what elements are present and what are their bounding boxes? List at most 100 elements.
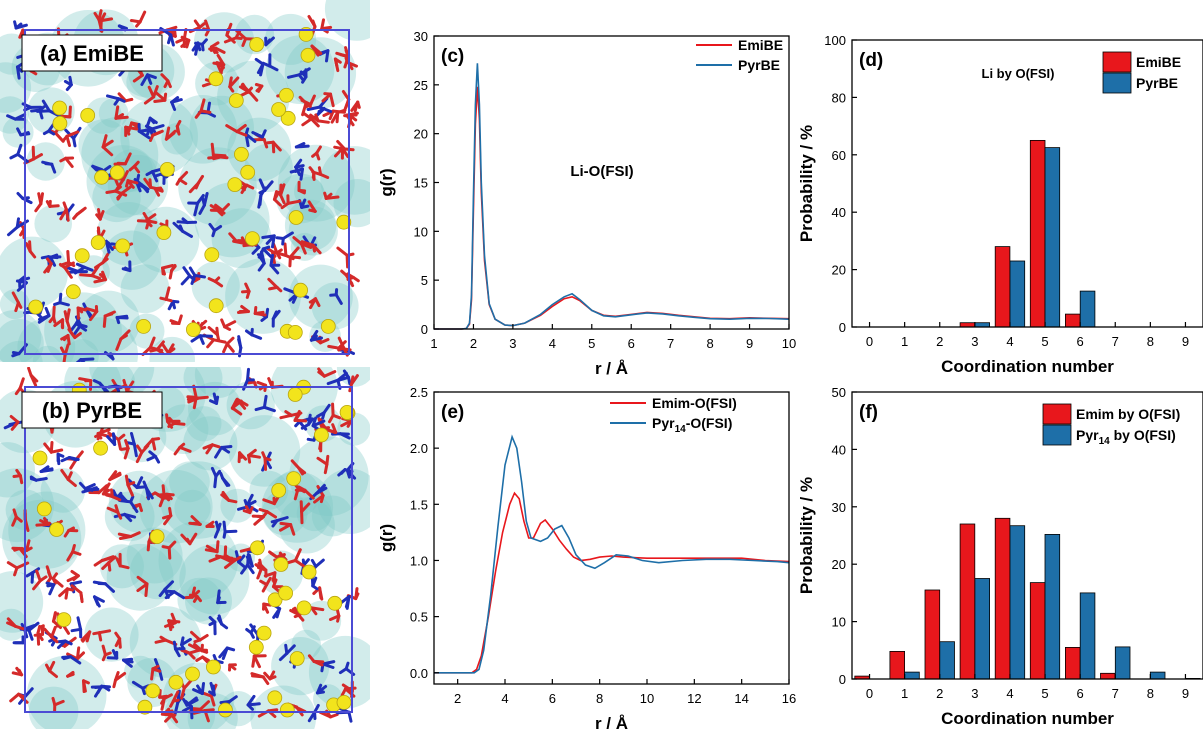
- bond: [15, 468, 22, 478]
- x-tick-label: 8: [1147, 686, 1154, 701]
- bond: [128, 164, 136, 172]
- bond: [307, 200, 317, 213]
- cation-molecule: [70, 616, 83, 639]
- bond: [135, 20, 142, 28]
- bond: [58, 587, 69, 598]
- cation-molecule: [190, 334, 213, 345]
- bond: [316, 119, 330, 124]
- anion-molecule: [298, 95, 312, 117]
- cation-molecule: [6, 113, 27, 121]
- bond: [60, 456, 71, 463]
- cation-molecule: [246, 694, 261, 711]
- bond: [75, 206, 87, 216]
- anion-molecule: [308, 166, 316, 181]
- bond: [80, 630, 92, 642]
- anion-molecule: [228, 663, 237, 672]
- x-tick-label: 6: [549, 691, 556, 706]
- x-tick-label: 2: [470, 336, 477, 351]
- anion-molecule: [251, 654, 267, 669]
- anion-molecule: [311, 145, 322, 161]
- anion-molecule: [350, 100, 361, 113]
- cation-molecule: [251, 129, 267, 139]
- bond: [154, 91, 167, 102]
- anion-molecule: [62, 130, 80, 147]
- bond: [311, 243, 322, 255]
- bond: [70, 584, 83, 595]
- bond: [135, 181, 142, 193]
- bond: [260, 129, 267, 139]
- bond: [114, 504, 120, 514]
- bond: [146, 540, 151, 552]
- bond: [210, 142, 215, 157]
- lithium-ion: [159, 161, 175, 177]
- anion-molecule: [195, 655, 210, 664]
- chart-panel-d: 0 20 40 60 80 100 0 1 2 3 4 5 6 7 8 9 Coordination numbe…: [797, 33, 1203, 376]
- anion-molecule: [297, 180, 307, 195]
- bond: [194, 109, 203, 119]
- bond: [334, 293, 343, 305]
- bond: [315, 151, 321, 161]
- bond: [144, 219, 158, 224]
- bond: [135, 476, 144, 489]
- bar-d-s1-5: [1044, 147, 1061, 328]
- panel-label-e: (e): [441, 402, 464, 423]
- lithium-ion: [271, 102, 287, 117]
- bond: [100, 557, 111, 562]
- bond: [323, 92, 332, 96]
- bond: [196, 684, 204, 695]
- bond: [241, 82, 250, 94]
- bond: [261, 247, 273, 258]
- cyan-surface-blob: [84, 607, 139, 662]
- bond: [29, 373, 38, 387]
- y-tick-label: 40: [832, 205, 846, 220]
- lithium-ion: [204, 247, 220, 263]
- bar-f-s0-3: [959, 523, 976, 680]
- bond: [63, 261, 75, 270]
- lithium-ion: [240, 164, 256, 180]
- lithium-ion: [278, 87, 294, 103]
- bond: [132, 73, 144, 83]
- lithium-ion: [227, 177, 243, 193]
- bond: [245, 183, 255, 190]
- bond: [36, 631, 41, 646]
- anion-molecule: [164, 126, 177, 141]
- x-tick-label: 3: [971, 334, 978, 349]
- bond: [170, 100, 177, 111]
- bond: [151, 130, 162, 137]
- panel-label-f: (f): [859, 402, 878, 423]
- bond: [161, 545, 171, 550]
- bond: [311, 416, 318, 428]
- cation-molecule: [294, 158, 305, 177]
- bond: [201, 197, 206, 207]
- bond: [172, 221, 184, 233]
- anion-molecule: [310, 44, 323, 57]
- bond: [319, 494, 325, 504]
- lithium-ion: [287, 324, 303, 340]
- bond: [76, 616, 83, 631]
- bond: [114, 115, 129, 120]
- bond: [66, 250, 71, 265]
- anion-molecule: [150, 664, 162, 681]
- bond: [301, 101, 308, 117]
- bond: [228, 232, 238, 243]
- chart-panel-c: 0 5 10 15 20 25 30 1 2 3 4 5 6 7 8 9 10 r / Å g(r) (c) Li-O(…: [377, 29, 796, 378]
- cyan-surface-blob: [317, 468, 370, 534]
- bar-f-s0-4: [994, 517, 1011, 680]
- cation-molecule: [75, 357, 95, 362]
- cyan-surface-blob: [249, 470, 289, 510]
- lithium-ion: [28, 299, 44, 315]
- bond: [163, 587, 170, 599]
- bond: [129, 500, 139, 513]
- lithium-ion: [208, 298, 224, 314]
- x-tick-label: 7: [1112, 686, 1119, 701]
- cation-molecule: [254, 394, 276, 413]
- bond: [199, 700, 210, 711]
- cation-molecule: [275, 231, 294, 246]
- bond: [235, 124, 247, 134]
- cation-molecule: [198, 192, 209, 215]
- x-tick-label: 8: [706, 336, 713, 351]
- bond: [215, 395, 220, 405]
- cyan-surface-blob: [288, 264, 353, 329]
- cation-molecule: [245, 327, 263, 340]
- legend-label: Emim-O(FSI): [652, 395, 737, 411]
